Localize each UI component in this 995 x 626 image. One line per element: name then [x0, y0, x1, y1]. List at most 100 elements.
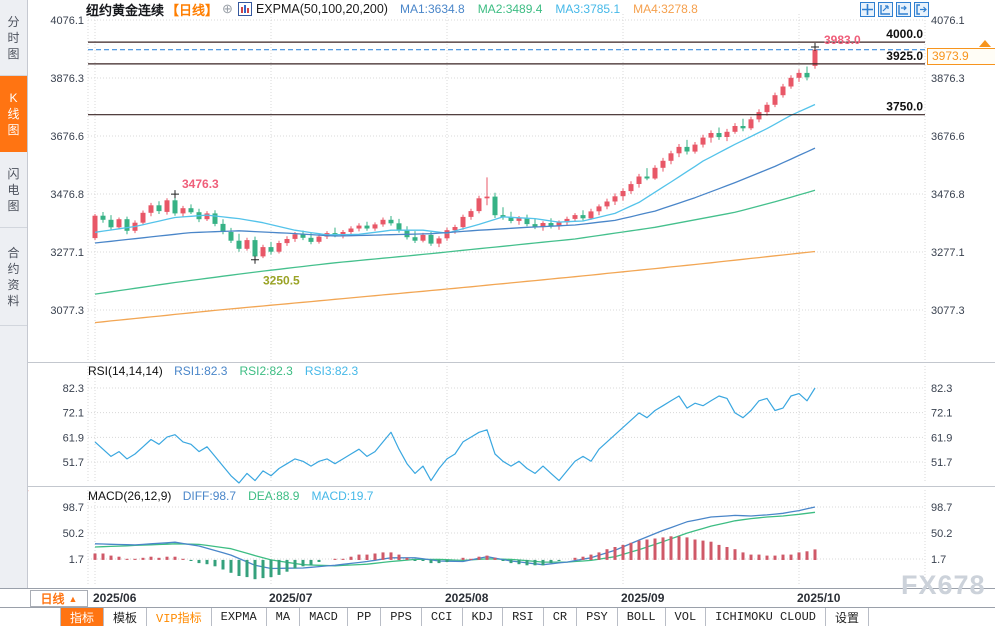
- scroll-latest-icon[interactable]: [979, 40, 991, 47]
- toolbar-item-ICHIMOKU CLOUD[interactable]: ICHIMOKU CLOUD: [706, 608, 826, 626]
- indicator-value: RSI3:82.3: [304, 364, 359, 378]
- axis-label: 3876.3: [50, 73, 84, 85]
- axis-label: 4000.0: [886, 27, 923, 41]
- sidebar-tab-合约资料[interactable]: 合约资料: [0, 228, 27, 326]
- macd-header-label: MACD(26,12,9): [88, 489, 172, 503]
- indicator-value: DEA:88.9: [248, 489, 300, 503]
- toolbar-item-BOLL[interactable]: BOLL: [618, 608, 666, 626]
- toolbar-item-CCI[interactable]: CCI: [422, 608, 463, 626]
- toolbar-item-PSY[interactable]: PSY: [577, 608, 618, 626]
- chart-header: 纽约黄金连续 【日线】 ⊕ EXPMA(50,100,20,200) MA1:3…: [86, 0, 711, 18]
- toolbar-item-设置[interactable]: 设置: [826, 608, 869, 626]
- toolbar-item-RSI[interactable]: RSI: [503, 608, 544, 626]
- axis-label: 4076.1: [931, 15, 965, 27]
- rsi-header-label: RSI(14,14,14): [88, 364, 163, 378]
- macd-panel[interactable]: 98.7 98.7 50.2 50.2 1.7 1.7: [63, 490, 953, 586]
- price-annotations: 3983.0 3476.3 3250.5: [171, 33, 861, 288]
- axis-label: 3476.8: [50, 189, 84, 201]
- toolbar-item-PP[interactable]: PP: [348, 608, 382, 626]
- toolbar-item-KDJ[interactable]: KDJ: [463, 608, 504, 626]
- indicator-value: RSI2:82.3: [239, 364, 293, 378]
- sidebar-tab-分时图[interactable]: 分时图: [0, 0, 27, 76]
- axis-label: 72.1: [931, 408, 952, 420]
- indicator-value: DIFF:98.7: [182, 489, 237, 503]
- indicator-label: EXPMA(50,100,20,200): [255, 2, 388, 16]
- x-axis-row: 2025/06 2025/07 2025/08 2025/09 2025/10: [0, 588, 995, 607]
- axis-label: 51.7: [63, 457, 84, 469]
- chart-tool-icons: [860, 2, 929, 17]
- x-axis-month-label: 2025/06: [93, 591, 137, 605]
- toolbar-item-MACD[interactable]: MACD: [300, 608, 348, 626]
- toolbar-item-指标[interactable]: 指标: [61, 608, 105, 626]
- toolbar-item-MA[interactable]: MA: [267, 608, 301, 626]
- ma-value: MA3:3785.1: [555, 2, 621, 16]
- indicator-value: MACD:19.7: [311, 489, 374, 503]
- axis-label: 4076.1: [50, 15, 84, 27]
- axis-label: 3750.0: [886, 100, 923, 114]
- axis-label: 61.9: [63, 432, 84, 444]
- price-axis-labels: 4076.1 4076.1 3876.3 3876.3 3676.6 3676.6 3476…: [50, 15, 964, 317]
- main-price-panel[interactable]: [87, 14, 926, 360]
- axis-label: 3876.3: [931, 73, 965, 85]
- axis-label: 1.7: [69, 554, 84, 566]
- key-level-lines: 4000.0 3925.0 3750.0: [88, 27, 925, 116]
- toolbar-item-VOL[interactable]: VOL: [666, 608, 707, 626]
- axis-label: 98.7: [63, 502, 84, 514]
- x-axis-month-label: 2025/07: [269, 591, 313, 605]
- exit-right-icon[interactable]: [914, 2, 929, 17]
- period-label: 日线: [40, 591, 65, 606]
- kline-mini-icon[interactable]: [237, 2, 252, 16]
- toolbar-item-PPS[interactable]: PPS: [381, 608, 422, 626]
- axis-label: 3676.6: [931, 131, 965, 143]
- axis-label: 72.1: [63, 408, 84, 420]
- panel-separators: [28, 362, 995, 487]
- macd-histogram: [93, 536, 817, 580]
- rsi-panel-header: RSI(14,14,14) RSI1:82.3 RSI2:82.3 RSI3:82.…: [88, 364, 370, 378]
- crosshair-icon[interactable]: [860, 2, 875, 17]
- macd-panel-header: MACD(26,12,9) DIFF:98.7 DEA:88.9 MACD:19.7: [88, 489, 385, 503]
- toolbar-item-VIP指标[interactable]: VIP指标: [147, 608, 212, 626]
- axis-label: 98.7: [931, 502, 952, 514]
- axis-label: 3925.0: [886, 49, 923, 63]
- indicator-value: RSI1:82.3: [174, 364, 228, 378]
- toolbar-item-模板[interactable]: 模板: [104, 608, 148, 626]
- ma-value: MA1:3634.8: [399, 2, 465, 16]
- rsi-panel[interactable]: 82.3 82.3 72.1 72.1 61.9 61.9 51.7 51.7: [63, 366, 953, 484]
- axis-label: 82.3: [63, 383, 84, 395]
- axis-label: 51.7: [931, 457, 952, 469]
- pan-axis-icon[interactable]: [896, 2, 911, 17]
- axis-label: 3476.8: [931, 189, 965, 201]
- toolbar-item-CR[interactable]: CR: [544, 608, 578, 626]
- axis-label: 3476.3: [182, 177, 219, 191]
- triangle-up-icon: ▲: [68, 593, 78, 604]
- axis-label: 50.2: [931, 528, 952, 540]
- axis-label: 50.2: [63, 528, 84, 540]
- x-axis-month-label: 2025/08: [445, 591, 489, 605]
- expand-icon[interactable]: ⊕: [222, 1, 233, 16]
- period-tag: 【日线】: [166, 2, 219, 18]
- axis-label: 3077.3: [50, 305, 84, 317]
- axis-label: 1.7: [931, 554, 946, 566]
- zoom-axis-icon[interactable]: [878, 2, 893, 17]
- ma-values: MA1:3634.8 MA2:3489.4 MA3:3785.1 MA4:3278.8: [400, 2, 711, 16]
- candles-layer: [92, 47, 818, 260]
- axis-label: 3277.1: [50, 247, 84, 259]
- toolbar-spacer: [0, 608, 61, 626]
- x-axis-month-label: 2025/10: [797, 591, 841, 605]
- axis-label: 3250.5: [263, 274, 300, 288]
- indicator-toolbar: 指标 模板 VIP指标 EXPMA MA MACD PP PPS CCI KDJ RSI CR PSY B…: [0, 607, 995, 626]
- period-selector[interactable]: 日线 ▲: [30, 590, 88, 607]
- sidebar-tab-闪电图[interactable]: 闪电图: [0, 152, 27, 228]
- ma-value: MA2:3489.4: [477, 2, 543, 16]
- axis-label: 3983.0: [824, 33, 861, 47]
- axis-label: 82.3: [931, 383, 952, 395]
- current-price-tag: 3973.9: [927, 48, 995, 65]
- axis-label: 3277.1: [931, 247, 965, 259]
- instrument-title: 纽约黄金连续: [86, 2, 165, 18]
- axis-label: 3676.6: [50, 131, 84, 143]
- toolbar-item-EXPMA[interactable]: EXPMA: [212, 608, 267, 626]
- expma-lines-layer: [94, 103, 816, 324]
